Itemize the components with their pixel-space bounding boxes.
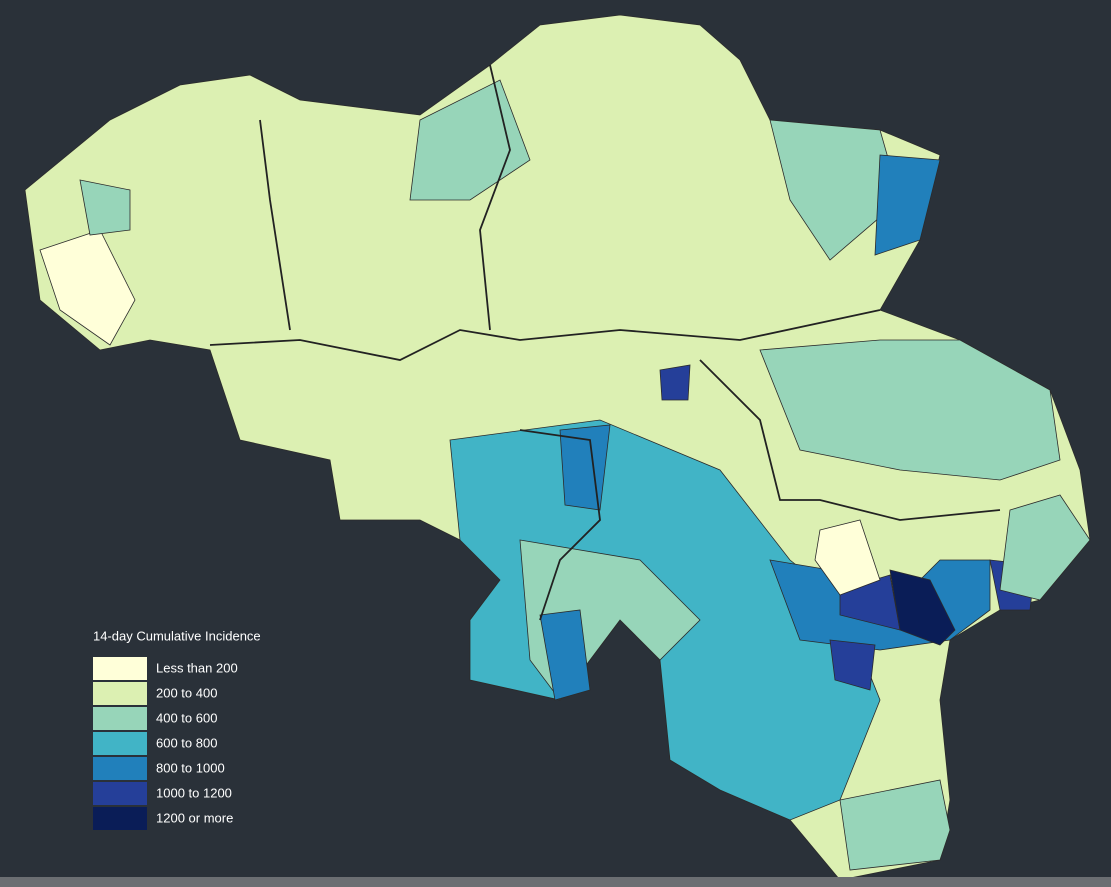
province-border [699, 359, 1001, 521]
legend-swatch [93, 657, 147, 680]
province-border [519, 429, 601, 621]
legend-title: 14-day Cumulative Incidence [93, 628, 261, 643]
region [829, 639, 876, 691]
legend-label: 600 to 800 [156, 735, 217, 750]
legend-swatch [93, 807, 147, 830]
legend-swatch [93, 682, 147, 705]
province-border [209, 309, 881, 361]
scrollbar [0, 877, 1111, 887]
region [559, 424, 611, 511]
region [759, 339, 1061, 481]
region [814, 519, 881, 596]
legend-label: 1200 or more [156, 810, 233, 825]
region [874, 154, 941, 256]
region [999, 494, 1091, 601]
region [79, 179, 131, 236]
region [769, 119, 901, 261]
map [24, 14, 1091, 881]
region [539, 609, 591, 701]
legend-swatch [93, 782, 147, 805]
province-border [479, 64, 511, 331]
legend-swatch [93, 757, 147, 780]
legend-label: 400 to 600 [156, 710, 217, 725]
legend-label: 1000 to 1200 [156, 785, 232, 800]
legend-swatch [93, 732, 147, 755]
legend-swatch [93, 707, 147, 730]
region [659, 364, 691, 401]
legend-label: 800 to 1000 [156, 760, 225, 775]
legend-label: Less than 200 [156, 660, 238, 675]
province-border [259, 119, 291, 331]
region [889, 569, 956, 646]
region [839, 779, 951, 871]
legend: Less than 200 200 to 400 400 to 600 600 to … [93, 657, 238, 830]
legend-label: 200 to 400 [156, 685, 217, 700]
